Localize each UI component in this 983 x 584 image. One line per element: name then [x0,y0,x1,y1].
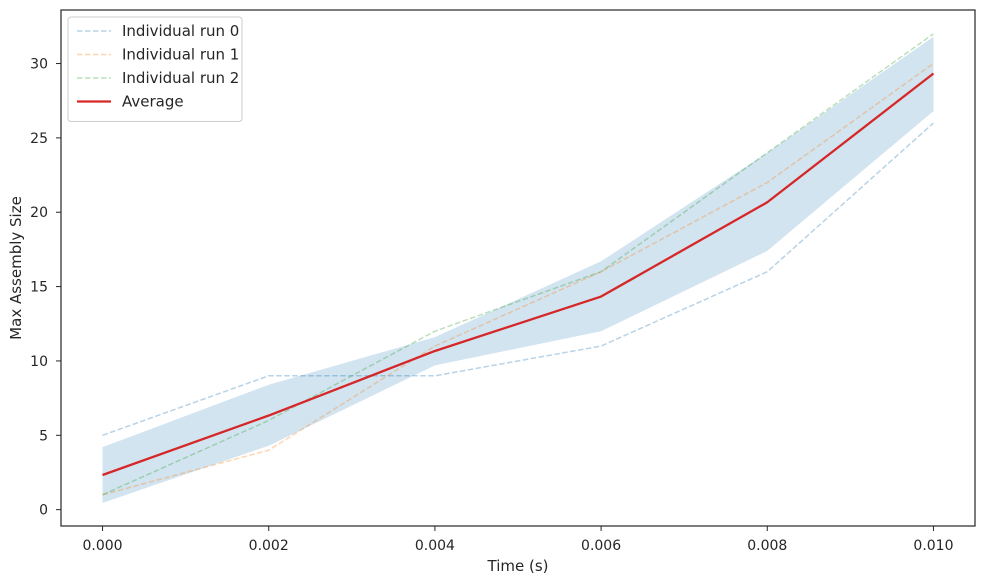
x-tick-label: 0.002 [249,538,289,554]
legend-label-1: Individual run 1 [122,46,239,64]
y-tick-label: 20 [30,205,48,221]
plot-frame [60,9,976,527]
x-tick-label: 0.010 [913,538,953,554]
x-tick-label: 0.000 [82,538,122,554]
y-tick-label: 10 [30,354,48,370]
y-tick-label: 15 [30,280,48,296]
std-band [102,36,934,503]
y-axis-ticks: 0 5 10 15 20 25 30 [30,57,61,519]
series-line-layer [102,33,935,496]
y-tick-label: 25 [30,131,48,147]
legend-label-2: Individual run 2 [122,69,239,87]
x-axis-label: Time (s) [487,557,549,575]
x-axis-ticks: 0.000 0.002 0.004 0.006 0.008 0.010 [82,526,954,554]
confidence-band-layer [102,36,934,503]
x-tick-label: 0.006 [581,538,621,554]
series-line-1 [102,62,934,496]
legend-label-3: Average [122,93,184,111]
x-tick-label: 0.004 [415,538,455,554]
y-tick-label: 0 [39,503,48,519]
y-tick-label: 5 [39,428,48,444]
x-tick-label: 0.008 [747,538,787,554]
series-line-3 [102,72,935,477]
legend-box [67,16,243,122]
y-tick-label: 30 [30,57,48,73]
legend-label-0: Individual run 0 [122,22,239,40]
series-line-0 [102,122,934,436]
y-axis-label: Max Assembly Size [7,196,25,340]
legend: Individual run 0 Individual run 1 Individu… [67,16,243,122]
series-line-2 [102,33,934,496]
